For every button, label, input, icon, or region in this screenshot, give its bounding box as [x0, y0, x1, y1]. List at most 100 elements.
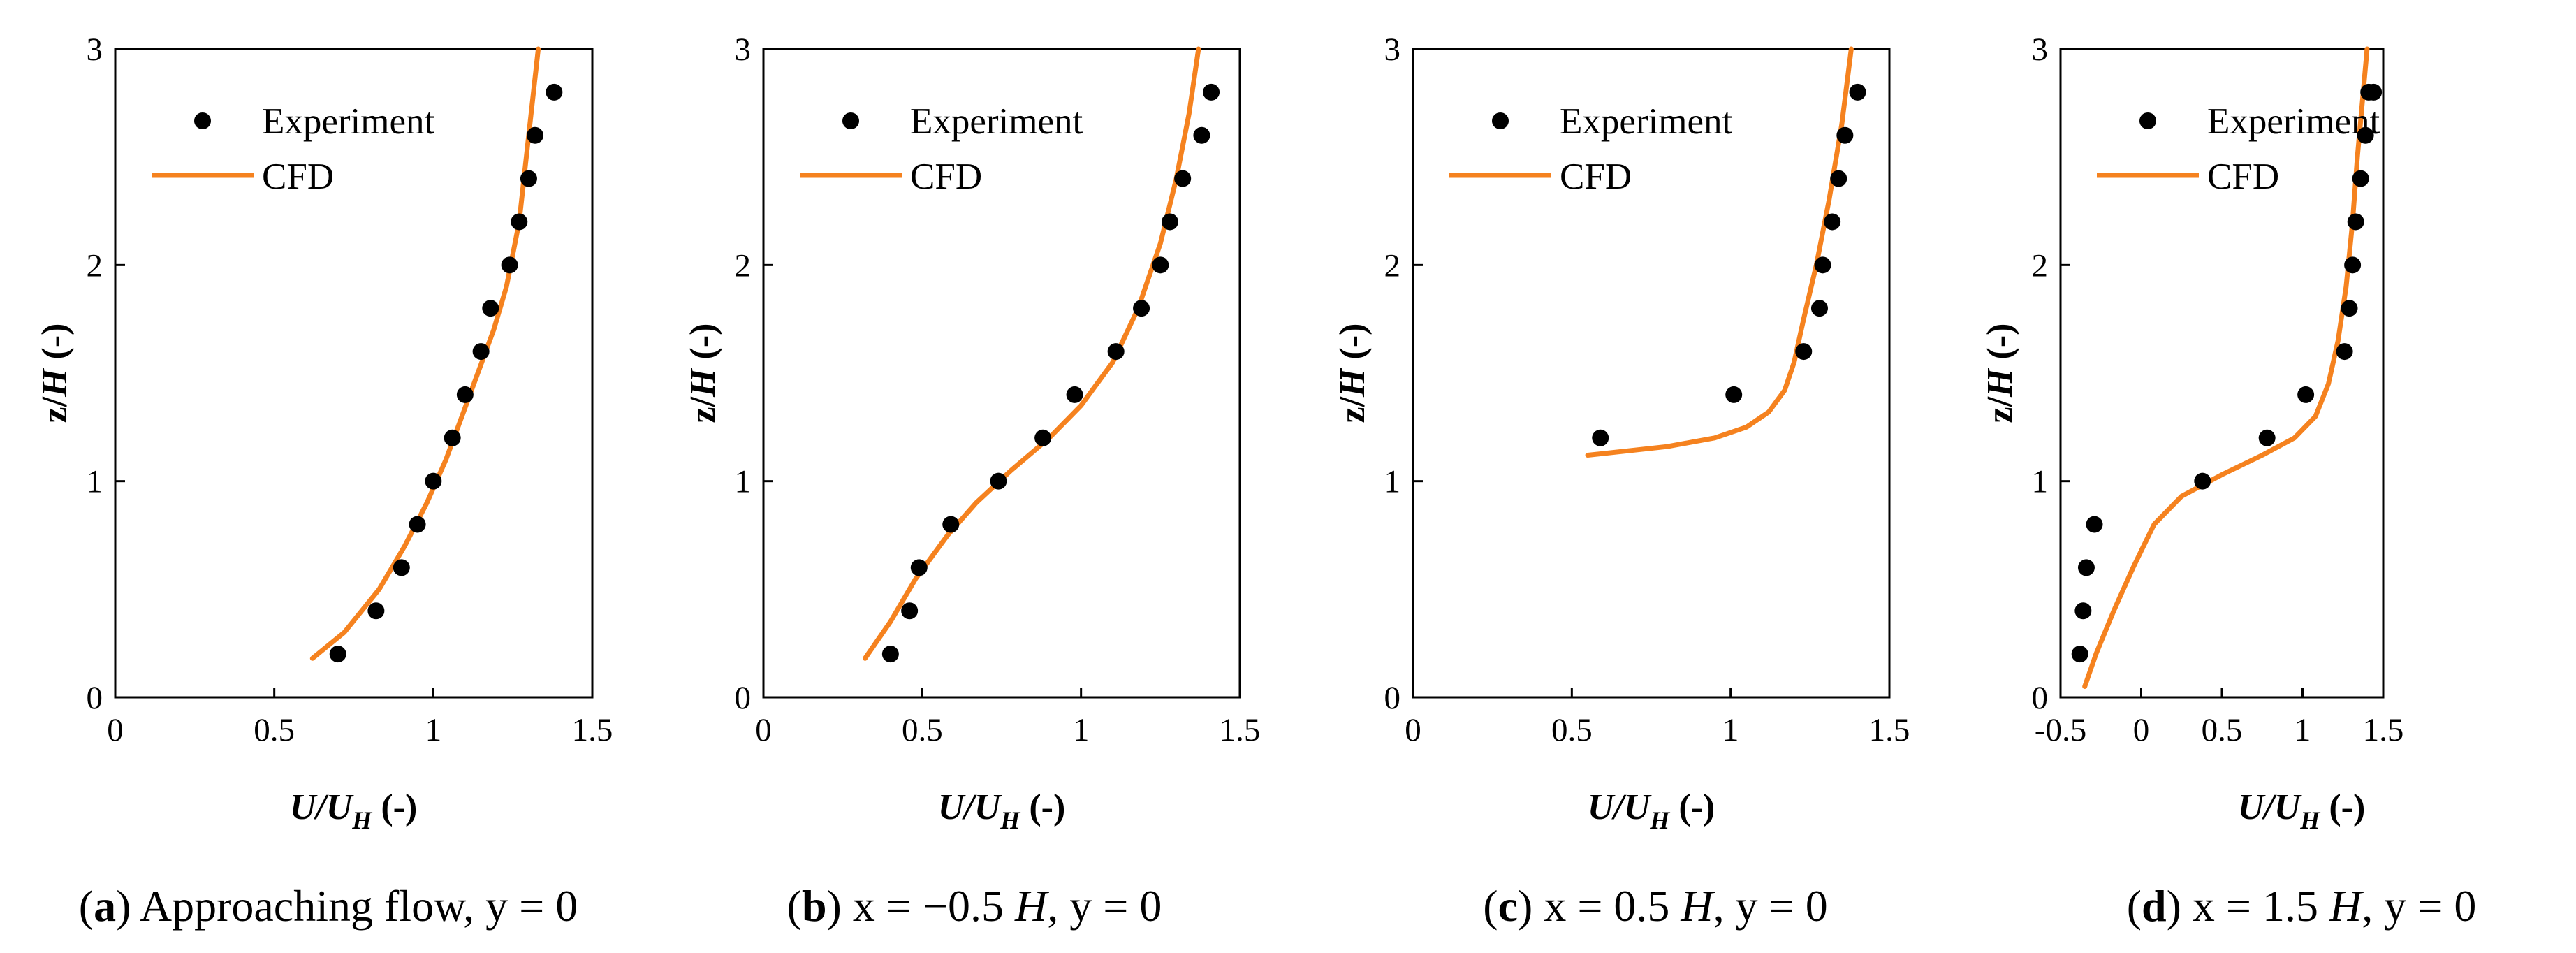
- x-tick-label: 1.5: [2363, 712, 2404, 748]
- legend-experiment-label: Experiment: [262, 101, 435, 142]
- experiment-point: [1034, 429, 1052, 446]
- legend-cfd-label: CFD: [910, 157, 982, 197]
- y-tick-label: 0: [1384, 680, 1401, 716]
- experiment-point: [367, 602, 385, 620]
- experiment-point: [2071, 646, 2088, 663]
- y-tick-label: 3: [2032, 31, 2049, 68]
- x-axis-label: U/UH (-): [2238, 787, 2366, 834]
- legend-experiment-marker: [2139, 112, 2156, 129]
- x-tick-label: 1: [2295, 712, 2311, 748]
- caption-d: (d) x = 1.5 H, y = 0: [2127, 881, 2477, 931]
- experiment-point: [1174, 170, 1192, 187]
- y-tick-label: 1: [87, 464, 103, 500]
- y-tick-label: 3: [735, 31, 752, 68]
- y-axis-label: z/H (-): [1333, 323, 1373, 423]
- experiment-point: [2258, 429, 2276, 446]
- y-axis-label: z/H (-): [1980, 323, 2020, 423]
- x-tick-label: 0: [2133, 712, 2150, 748]
- experiment-point: [1725, 386, 1743, 403]
- experiment-point: [472, 343, 490, 361]
- legend-cfd-label: CFD: [262, 157, 334, 197]
- x-tick-label: 1: [425, 712, 442, 748]
- experiment-point: [1161, 213, 1178, 231]
- text-layer-a: U/UH (-) z/H (-) (a) Approaching flow, y…: [35, 323, 578, 931]
- experiment-point: [2194, 472, 2211, 490]
- experiment-point: [456, 386, 474, 403]
- text-layer-b: U/UH (-) z/H (-) (b) x = −0.5 H, y = 0: [683, 323, 1162, 931]
- plot-frame: [114, 48, 594, 699]
- panel-b: 0 0.5 1 1.5 0 1 2 3 Experiment CFD U/UH (-) z/H (…: [683, 31, 1260, 931]
- experiment-point: [511, 213, 528, 231]
- experiment-point: [2086, 516, 2103, 533]
- experiment-point: [1810, 300, 1828, 317]
- experiment-point: [2344, 256, 2362, 274]
- legend: Experiment CFD: [1449, 101, 1733, 197]
- plot-layer-c: 0 0.5 1 1.5 0 1 2 3 Experiment CFD: [1384, 31, 1910, 748]
- panel-a: 0 0.5 1 1.5 0 1 2 3 Experiment CFD U/UH (-) z/H (…: [35, 31, 613, 931]
- experiment-point: [425, 472, 442, 490]
- experiment-point: [1824, 213, 1841, 231]
- experiment-point: [520, 170, 537, 187]
- experiment-point: [1066, 386, 1083, 403]
- experiment-point: [2297, 386, 2315, 403]
- legend-experiment-label: Experiment: [910, 101, 1083, 142]
- experiment-point: [2336, 343, 2353, 361]
- experiment-point: [901, 602, 919, 620]
- text-layer-c: U/UH (-) z/H (-) (c) x = 0.5 H, y = 0: [1333, 323, 1828, 931]
- y-tick-label: 1: [735, 464, 752, 500]
- x-tick-label: 0: [755, 712, 772, 748]
- plot-frame: [2059, 48, 2385, 699]
- caption-c: (c) x = 0.5 H, y = 0: [1483, 881, 1827, 931]
- text-layer-d: U/UH (-) z/H (-) (d) x = 1.5 H, y = 0: [1980, 323, 2476, 931]
- legend: Experiment CFD: [800, 101, 1083, 197]
- experiment-point: [2352, 170, 2369, 187]
- x-axis-label: U/UH (-): [1588, 787, 1715, 834]
- experiment-point: [546, 83, 563, 101]
- x-tick-label: 0.5: [1551, 712, 1593, 748]
- experiment-point: [1152, 256, 1169, 274]
- y-tick-label: 0: [2032, 680, 2049, 716]
- y-axis-label: z/H (-): [35, 323, 75, 423]
- legend-experiment-label: Experiment: [1560, 101, 1733, 142]
- y-tick-label: 2: [1384, 247, 1401, 284]
- legend-cfd-label: CFD: [2207, 157, 2279, 197]
- x-tick-label: 1: [1722, 712, 1739, 748]
- cfd-series-line: [1585, 46, 1854, 458]
- plot-layer-b: 0 0.5 1 1.5 0 1 2 3 Experiment CFD: [735, 31, 1261, 748]
- experiment-point: [2341, 300, 2358, 317]
- x-axis-label: U/UH (-): [290, 787, 418, 834]
- experiment-point: [1133, 300, 1150, 317]
- plot-frame: [762, 48, 1241, 699]
- x-tick-label: 1.5: [572, 712, 613, 748]
- experiment-point: [881, 646, 899, 663]
- x-tick-label: 0.5: [902, 712, 943, 748]
- x-axis-label: U/UH (-): [938, 787, 1066, 834]
- experiment-point: [329, 646, 346, 663]
- x-tick-label: 0.5: [254, 712, 295, 748]
- x-tick-label: 1.5: [1869, 712, 1910, 748]
- experiment-point: [444, 429, 461, 446]
- y-tick-label: 2: [87, 247, 103, 284]
- legend-cfd-label: CFD: [1560, 157, 1632, 197]
- experiment-point: [1795, 343, 1813, 361]
- y-tick-label: 1: [2032, 464, 2049, 500]
- caption-b: (b) x = −0.5 H, y = 0: [787, 881, 1162, 931]
- experiment-point: [1849, 83, 1866, 101]
- experiment-point: [1830, 170, 1847, 187]
- experiment-point: [1193, 126, 1210, 144]
- experiment-point: [1592, 429, 1609, 446]
- experiment-point: [1203, 83, 1220, 101]
- experiment-point: [482, 300, 499, 317]
- experiment-point: [393, 559, 410, 576]
- experiment-point: [501, 256, 518, 274]
- experiment-point: [2077, 559, 2095, 576]
- experiment-point: [409, 516, 426, 533]
- legend-experiment-label: Experiment: [2207, 101, 2380, 142]
- experiment-point: [527, 126, 544, 144]
- y-tick-label: 3: [1384, 31, 1401, 68]
- cfd-series-line: [2082, 46, 2370, 689]
- y-tick-label: 1: [1384, 464, 1401, 500]
